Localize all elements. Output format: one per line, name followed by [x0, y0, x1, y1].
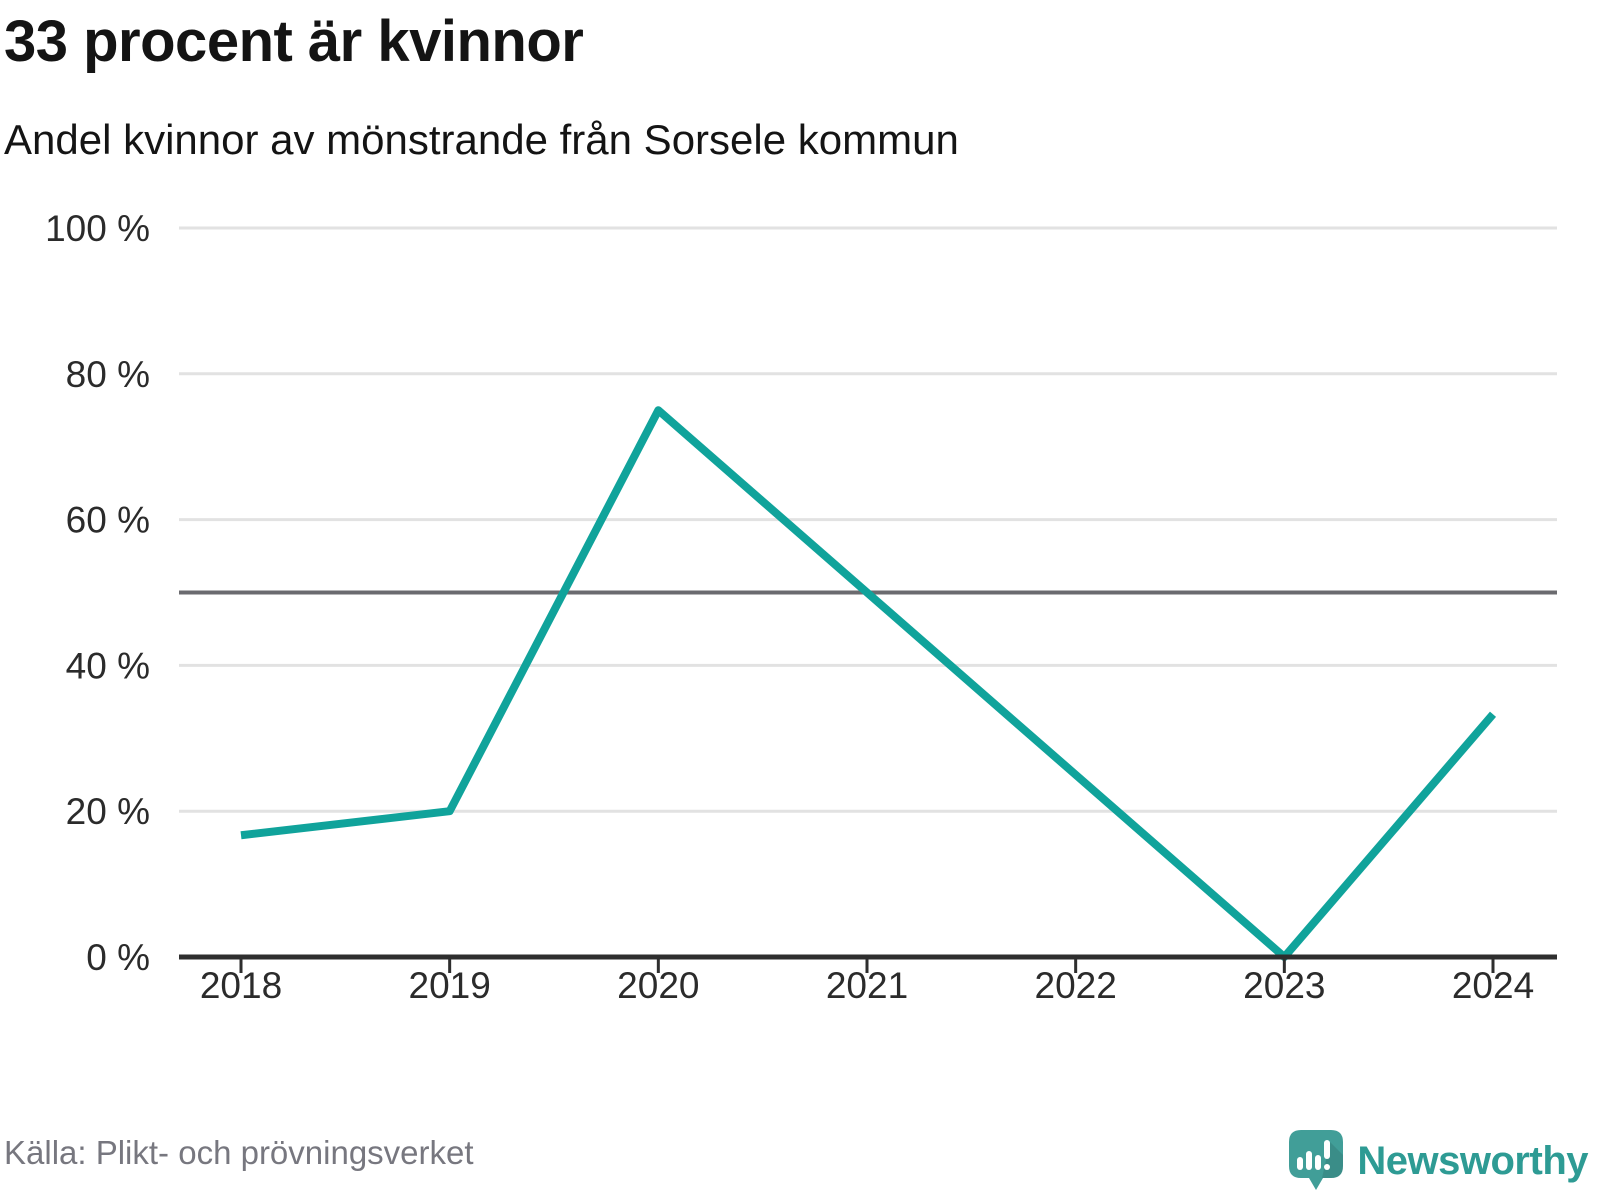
x-tick-label: 2024 — [1452, 965, 1534, 1006]
y-tick-label: 0 % — [86, 937, 150, 978]
newsworthy-logo: Newsworthy — [1289, 1130, 1588, 1192]
data-line — [240, 406, 1497, 961]
x-tick-label: 2020 — [617, 965, 699, 1006]
x-tick-label: 2022 — [1035, 965, 1117, 1006]
x-tick-label: 2021 — [826, 965, 908, 1006]
y-tick-label: 60 % — [66, 500, 150, 541]
y-tick-label: 80 % — [66, 354, 150, 395]
source-note: Källa: Plikt- och prövningsverket — [4, 1134, 474, 1171]
x-tick-label: 2023 — [1243, 965, 1325, 1006]
newsworthy-speech-bubble-bar-chart-icon — [1289, 1130, 1344, 1190]
newsworthy-logo-text: Newsworthy — [1357, 1138, 1588, 1183]
y-tick-label: 20 % — [66, 791, 150, 832]
x-tick-label: 2019 — [409, 965, 491, 1006]
chart-title: 33 procent är kvinnor — [4, 9, 584, 74]
x-tick-label: 2018 — [200, 965, 282, 1006]
y-tick-label: 100 % — [45, 208, 150, 249]
y-tick-label: 40 % — [66, 645, 150, 686]
chart-subtitle: Andel kvinnor av mönstrande från Sorsele… — [4, 116, 959, 163]
